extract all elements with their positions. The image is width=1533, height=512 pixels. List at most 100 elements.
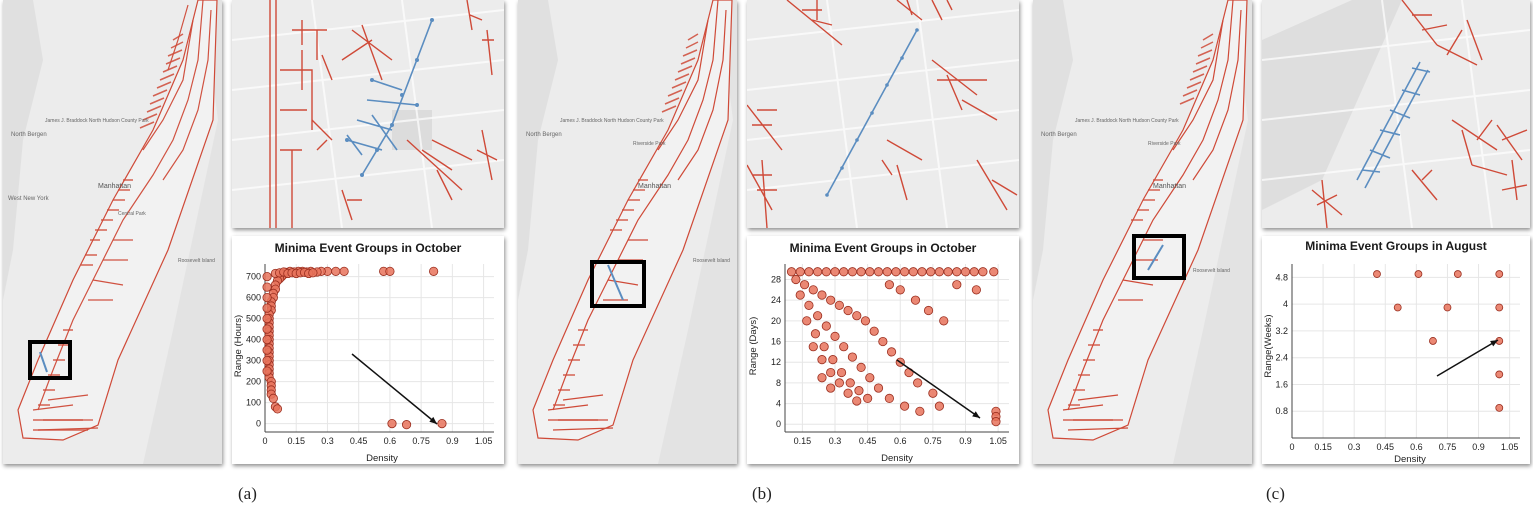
data-point: [437, 419, 447, 429]
data-point: [843, 388, 853, 398]
map-panel-b-zoom: [747, 0, 1019, 228]
data-point: [826, 383, 836, 393]
data-point: [915, 406, 925, 416]
data-point: [1453, 270, 1462, 278]
data-point: [1414, 270, 1423, 278]
data-point: [826, 367, 836, 378]
manhattan-map-c: Manhattan North Bergen Riverside Park Ja…: [1033, 0, 1252, 464]
data-point: [917, 267, 927, 277]
data-point: [1495, 270, 1504, 278]
annotation-arrow-head: [972, 411, 980, 418]
data-point: [854, 386, 864, 396]
data-point: [863, 393, 873, 403]
data-point: [262, 324, 272, 334]
data-point: [813, 267, 823, 277]
data-point: [262, 366, 272, 376]
data-point: [795, 267, 805, 277]
data-point: [839, 342, 849, 352]
y-tick-label: 3.2: [1275, 326, 1288, 336]
data-point: [910, 295, 921, 305]
data-point: [268, 393, 278, 403]
data-point: [845, 378, 855, 388]
data-point: [991, 417, 1001, 427]
data-point: [262, 282, 272, 292]
data-point: [1393, 303, 1402, 312]
data-point: [847, 352, 858, 362]
data-point: [1429, 337, 1437, 345]
scatter-plot-a: Minima Event Groups in October 0 0.15 0.3 0…: [233, 241, 494, 464]
data-point: [865, 373, 875, 383]
data-point: [900, 267, 910, 277]
y-axis-label-b: Range (Days): [748, 317, 759, 376]
data-point: [429, 266, 439, 276]
x-tick-label: 0.6: [384, 436, 397, 446]
annotation-arrow-line: [351, 353, 438, 425]
scatter-chart-b: Minima Event Groups in October 0.15 0.3 0.…: [747, 236, 1019, 464]
data-point: [882, 267, 892, 277]
y-tick-label: 700: [246, 272, 261, 282]
y-axis-label-a: Range (Hours): [233, 315, 244, 377]
data-point: [262, 314, 272, 324]
data-point: [802, 316, 812, 326]
y-tick-label: 200: [246, 377, 261, 387]
data-point: [1373, 270, 1381, 278]
y-tick-label: 0: [776, 419, 781, 429]
data-point: [795, 290, 805, 300]
data-point: [989, 267, 999, 277]
annotation-arrow-line: [896, 359, 981, 419]
data-point: [799, 280, 810, 290]
annotation-arrow-head: [429, 416, 437, 424]
data-point: [908, 267, 918, 277]
y-tick-label: 4: [776, 399, 781, 409]
x-tick-label: 0.75: [1439, 442, 1457, 452]
x-tick-label: 0.3: [1348, 442, 1361, 452]
data-point: [865, 267, 875, 277]
map-label-central-park-a: Central Park: [118, 211, 146, 217]
data-point: [860, 316, 871, 326]
x-tick-label: 0.45: [350, 436, 368, 446]
map-label-roosevelt-c: Roosevelt Island: [1193, 268, 1230, 274]
data-point: [262, 271, 272, 282]
zoom-map-b: [747, 0, 1019, 228]
map-panel-b-overview: Manhattan North Bergen Riverside Park Ja…: [518, 0, 737, 464]
y-tick-label: 600: [246, 293, 261, 303]
map-label-roosevelt-b: Roosevelt Island: [693, 258, 730, 264]
data-point: [869, 326, 879, 336]
x-tick-label: 0.9: [959, 436, 972, 446]
x-tick-label: 0.15: [287, 436, 305, 446]
chart-title-c: Minima Event Groups in August: [1305, 239, 1487, 253]
data-point: [813, 311, 823, 321]
map-label-north-bergen-b: North Bergen: [526, 132, 562, 138]
y-tick-label: 4: [1283, 299, 1288, 309]
data-point: [952, 267, 962, 277]
annotation-arrow-head: [1490, 340, 1498, 347]
data-point: [791, 274, 801, 285]
y-tick-label: 500: [246, 314, 261, 324]
data-point: [786, 267, 797, 277]
data-point: [262, 356, 272, 366]
data-point: [1495, 403, 1504, 412]
data-point: [873, 267, 884, 277]
data-point: [934, 267, 945, 277]
data-point: [826, 295, 836, 305]
scatter-plot-c: Minima Event Groups in August 0 0.15 0.3 0.…: [1263, 239, 1520, 464]
caption-c: (c): [1266, 484, 1285, 503]
y-tick-label: 0: [256, 419, 261, 429]
data-point: [971, 285, 981, 295]
annotation-arrow-line: [1436, 339, 1499, 377]
y-tick-label: 20: [771, 316, 781, 326]
map-label-city-a: Manhattan: [98, 183, 131, 190]
selection-box-a: [28, 340, 72, 380]
zoom-map-a: [232, 0, 504, 228]
x-tick-label: 0: [1289, 442, 1294, 452]
y-tick-label: 1.6: [1275, 379, 1288, 389]
map-label-west-new-york-a: West New York: [8, 196, 50, 202]
data-point: [852, 396, 862, 406]
map-panel-c-overview: Manhattan North Bergen Riverside Park Ja…: [1033, 0, 1252, 464]
data-point: [830, 331, 840, 341]
data-point: [856, 362, 866, 372]
data-point: [900, 401, 910, 411]
x-tick-label: 0.75: [412, 436, 430, 446]
x-axis-label-a: Density: [366, 453, 398, 464]
data-point: [843, 305, 853, 316]
